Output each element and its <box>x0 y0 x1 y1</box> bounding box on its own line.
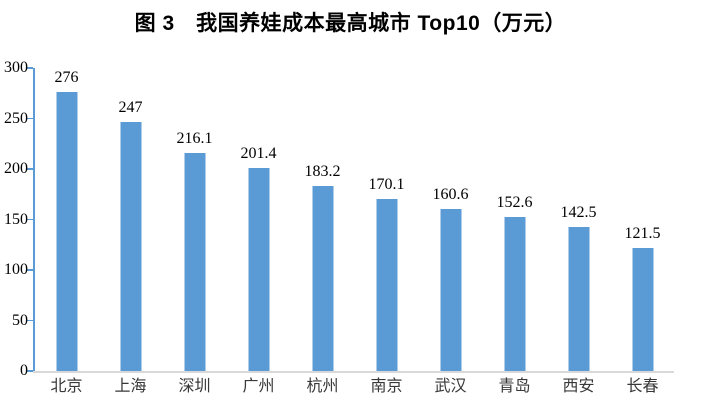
x-tick-label: 杭州 <box>306 378 339 395</box>
bar-value-label: 247 <box>118 98 143 116</box>
bar-value-label: 201.4 <box>240 144 277 162</box>
x-tick-label: 广州 <box>242 378 275 395</box>
y-tick-label: 250 <box>4 109 28 127</box>
bar-value-label: 121.5 <box>624 225 661 243</box>
x-tick-label: 青岛 <box>498 378 531 395</box>
bar <box>312 185 333 371</box>
bar <box>56 92 77 371</box>
bar-slot: 142.5 <box>547 68 611 371</box>
bar-value-label: 276 <box>54 69 79 87</box>
bar <box>248 167 269 371</box>
x-tick-label: 上海 <box>114 378 147 395</box>
bar-slot: 276 <box>35 68 99 371</box>
bar-slot: 216.1 <box>163 68 227 371</box>
y-tick-label: 0 <box>20 362 28 379</box>
y-tick-label: 300 <box>4 59 28 76</box>
bar-value-label: 170.1 <box>368 176 405 194</box>
bar <box>632 248 653 371</box>
bar-value-label: 183.2 <box>304 162 341 180</box>
bar <box>440 208 461 371</box>
x-tick-label: 武汉 <box>434 378 467 395</box>
y-tick-mark <box>27 67 33 69</box>
x-axis-labels: 北京 上海 深圳 广州 杭州 南京 武汉 青岛 西安 长春 <box>35 378 675 396</box>
bar-value-label: 152.6 <box>496 193 533 211</box>
bar <box>504 216 525 371</box>
chart-title: 图 3 我国养娃成本最高城市 Top10（万元） <box>134 12 567 35</box>
plot-area: 276 247 216.1 201.4 183.2 170.1 160.6 152.6 142.… <box>35 68 675 371</box>
bar-value-label: 142.5 <box>560 204 597 222</box>
y-tick-mark <box>27 218 33 221</box>
bar <box>184 152 205 371</box>
x-tick-label: 深圳 <box>178 378 211 395</box>
bar <box>568 227 589 371</box>
bar <box>120 121 141 371</box>
bar-value-label: 160.6 <box>432 185 469 203</box>
x-axis-line <box>33 371 674 373</box>
bar-slot: 183.2 <box>291 68 355 371</box>
y-tick-mark <box>27 117 33 120</box>
y-tick-label: 150 <box>4 210 28 228</box>
y-tick-mark <box>27 168 33 170</box>
y-axis-line <box>33 68 35 372</box>
bar-slot: 201.4 <box>227 68 291 371</box>
bar-slot: 152.6 <box>483 68 547 371</box>
y-tick-mark <box>27 269 33 271</box>
bar-slot: 160.6 <box>419 68 483 371</box>
x-tick-label: 西安 <box>562 378 595 395</box>
bar-slot: 170.1 <box>355 68 419 371</box>
bar-slot: 121.5 <box>611 68 675 371</box>
y-tick-mark <box>27 319 33 322</box>
y-tick-label: 200 <box>4 160 28 177</box>
x-tick-label: 长春 <box>626 378 659 395</box>
x-tick-label: 北京 <box>50 378 83 395</box>
x-tick-label: 南京 <box>370 378 403 395</box>
y-tick-label: 50 <box>12 311 28 329</box>
bar <box>376 199 397 371</box>
bar-slot: 247 <box>99 68 163 371</box>
y-tick-label: 100 <box>4 261 28 278</box>
y-tick-mark <box>27 370 33 372</box>
bar-value-label: 216.1 <box>176 129 213 147</box>
